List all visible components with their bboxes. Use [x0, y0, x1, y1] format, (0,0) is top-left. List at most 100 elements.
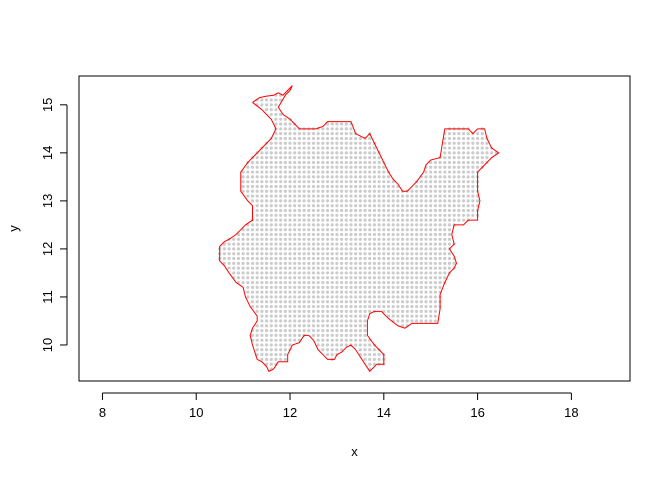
- data-point: [279, 285, 283, 289]
- data-point: [447, 208, 452, 213]
- data-point: [279, 213, 283, 217]
- data-point: [274, 232, 278, 237]
- data-point: [447, 237, 452, 241]
- data-point: [255, 189, 259, 193]
- data-point: [405, 271, 409, 275]
- data-point: [311, 261, 316, 265]
- data-point: [400, 271, 405, 275]
- data-point: [443, 184, 447, 189]
- data-point: [255, 348, 259, 352]
- data-point: [335, 136, 339, 141]
- data-point: [424, 266, 428, 270]
- data-point: [255, 333, 259, 337]
- data-point: [302, 300, 306, 304]
- data-point: [386, 237, 391, 241]
- data-point: [452, 160, 456, 165]
- data-point: [297, 232, 301, 237]
- data-point: [349, 194, 353, 198]
- data-point: [354, 189, 358, 193]
- data-point: [274, 328, 278, 333]
- data-point: [330, 189, 334, 193]
- data-point: [476, 132, 480, 136]
- data-point: [433, 252, 437, 256]
- data-point: [316, 237, 320, 241]
- data-point: [316, 208, 320, 213]
- data-point: [264, 256, 269, 261]
- data-point: [293, 256, 297, 261]
- data-point: [405, 232, 409, 237]
- data-point: [325, 290, 330, 294]
- data-point: [372, 228, 377, 232]
- data-point: [358, 170, 362, 174]
- data-point: [419, 184, 423, 189]
- data-point: [264, 304, 269, 309]
- data-point: [302, 136, 306, 141]
- data-point: [321, 328, 325, 333]
- data-point: [279, 136, 283, 141]
- data-point: [250, 271, 255, 275]
- data-point: [335, 348, 339, 352]
- data-point: [311, 189, 316, 193]
- data-point: [363, 232, 367, 237]
- data-point: [335, 309, 339, 313]
- data-point: [241, 256, 245, 261]
- data-point: [433, 232, 437, 237]
- data-point: [358, 252, 362, 256]
- data-point: [297, 156, 301, 160]
- data-point: [316, 218, 320, 222]
- data-point: [241, 175, 245, 179]
- data-point: [274, 156, 278, 160]
- data-point: [386, 199, 391, 203]
- data-point: [283, 271, 287, 275]
- data-point: [391, 180, 395, 184]
- data-point: [227, 252, 231, 256]
- data-point: [321, 165, 325, 169]
- data-point: [311, 309, 316, 313]
- data-point: [415, 228, 419, 232]
- data-point: [330, 324, 334, 328]
- data-point: [321, 266, 325, 270]
- data-point: [283, 338, 287, 342]
- data-point: [476, 165, 480, 169]
- data-point: [349, 309, 353, 313]
- data-point: [260, 252, 264, 256]
- data-point: [349, 276, 353, 280]
- data-point: [363, 280, 367, 285]
- data-point: [269, 276, 273, 280]
- data-point: [288, 333, 292, 337]
- data-point: [386, 261, 391, 265]
- data-point: [279, 165, 283, 169]
- data-point: [279, 300, 283, 304]
- data-point: [274, 256, 278, 261]
- data-point: [335, 242, 339, 246]
- data-point: [424, 208, 428, 213]
- data-point: [255, 165, 259, 169]
- data-point: [344, 314, 348, 318]
- data-point: [260, 170, 264, 174]
- data-point: [354, 266, 358, 270]
- data-point: [419, 180, 423, 184]
- data-point: [443, 141, 447, 145]
- data-point: [419, 319, 423, 323]
- data-point: [405, 276, 409, 280]
- data-point: [264, 160, 269, 165]
- data-point: [250, 304, 255, 309]
- data-point: [429, 309, 433, 313]
- data-point: [344, 160, 348, 165]
- data-point: [377, 266, 381, 270]
- data-point: [297, 132, 301, 136]
- data-point: [302, 285, 306, 289]
- data-point: [302, 261, 306, 265]
- data-point: [288, 184, 292, 189]
- data-point: [363, 261, 367, 265]
- data-point: [410, 208, 414, 213]
- data-point: [311, 228, 316, 232]
- data-point: [354, 156, 358, 160]
- data-point: [340, 132, 344, 136]
- data-point: [354, 237, 358, 241]
- data-point: [354, 324, 358, 328]
- data-point: [279, 237, 283, 241]
- data-point: [264, 247, 269, 251]
- data-point: [340, 180, 344, 184]
- data-point: [354, 180, 358, 184]
